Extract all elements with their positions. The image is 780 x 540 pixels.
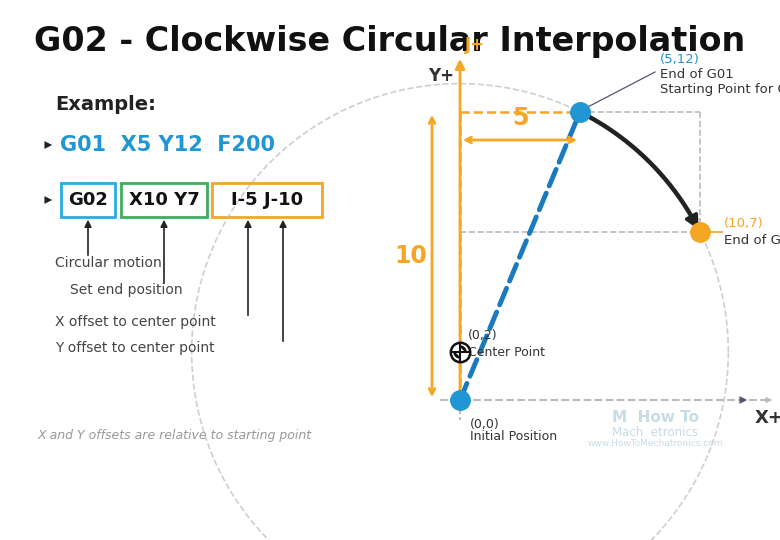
Text: J+: J+ bbox=[465, 36, 485, 54]
Text: (0,2): (0,2) bbox=[468, 329, 498, 342]
Text: Set end position: Set end position bbox=[70, 283, 183, 297]
FancyBboxPatch shape bbox=[121, 183, 207, 217]
Text: X10 Y7: X10 Y7 bbox=[129, 191, 200, 209]
Text: X and Y offsets are relative to starting point: X and Y offsets are relative to starting… bbox=[38, 429, 312, 442]
FancyBboxPatch shape bbox=[61, 183, 115, 217]
Text: Starting Point for G02: Starting Point for G02 bbox=[660, 83, 780, 96]
Polygon shape bbox=[454, 352, 460, 358]
Text: End of G02: End of G02 bbox=[724, 233, 780, 246]
Text: 10: 10 bbox=[394, 244, 427, 268]
Text: G02: G02 bbox=[68, 191, 108, 209]
Text: M  How To: M How To bbox=[612, 410, 699, 426]
Text: End of G01: End of G01 bbox=[660, 69, 734, 82]
Text: G01  X5 Y12  F200: G01 X5 Y12 F200 bbox=[60, 135, 275, 155]
Text: Circular motion: Circular motion bbox=[55, 256, 161, 270]
Text: (10,7): (10,7) bbox=[724, 218, 764, 231]
Text: X offset to center point: X offset to center point bbox=[55, 315, 216, 329]
Text: X+: X+ bbox=[755, 409, 780, 427]
Text: www.HowToMechatronics.com: www.HowToMechatronics.com bbox=[587, 440, 723, 449]
Text: Center Point: Center Point bbox=[468, 346, 545, 359]
Text: Y offset to center point: Y offset to center point bbox=[55, 341, 214, 355]
Text: Mach  etronics: Mach etronics bbox=[612, 426, 698, 438]
Text: 5: 5 bbox=[512, 106, 528, 130]
Text: Example:: Example: bbox=[55, 96, 156, 114]
Text: (5,12): (5,12) bbox=[660, 53, 700, 66]
Text: Initial Position: Initial Position bbox=[470, 430, 557, 443]
Text: (0,0): (0,0) bbox=[470, 418, 500, 431]
Polygon shape bbox=[460, 346, 466, 352]
Text: G02 - Clockwise Circular Interpolation: G02 - Clockwise Circular Interpolation bbox=[34, 25, 746, 58]
Text: Y+: Y+ bbox=[428, 67, 454, 85]
Text: I-5 J-10: I-5 J-10 bbox=[231, 191, 303, 209]
FancyBboxPatch shape bbox=[212, 183, 322, 217]
